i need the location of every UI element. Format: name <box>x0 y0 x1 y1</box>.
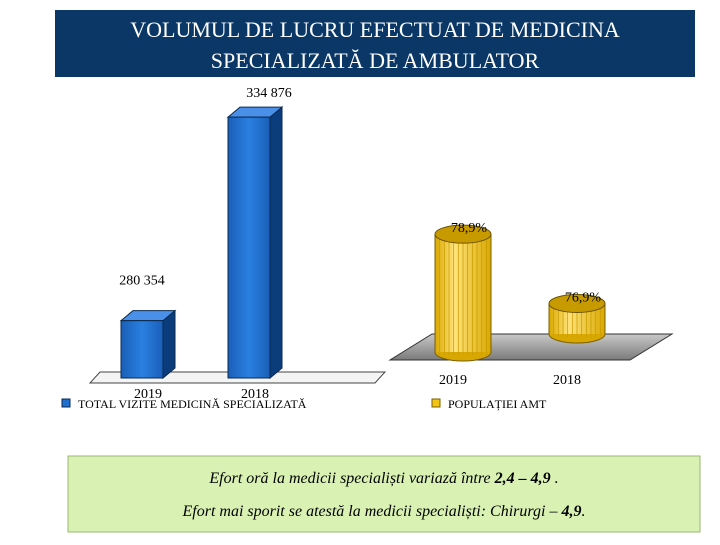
x-tick-label: 2019 <box>439 373 467 388</box>
footer-text: . <box>551 470 559 487</box>
value-label: 78,9% <box>451 221 488 236</box>
bar <box>120 320 164 379</box>
legend-text: TOTAL VIZITE MEDICINĂ SPECIALIZATĂ <box>78 397 307 411</box>
footer-text: 2,4 – 4,9 <box>494 470 551 487</box>
cylinder-top <box>548 293 606 313</box>
legend-swatch <box>61 398 71 408</box>
title-line: VOLUMUL DE LUCRU EFECTUAT DE MEDICINA <box>130 17 620 42</box>
footer-line: Efort oră la medicii specialiști variază… <box>208 470 558 487</box>
x-tick-label: 2019 <box>134 387 162 402</box>
bar-side <box>269 106 283 380</box>
value-label: 280 354 <box>119 274 165 289</box>
title-line: SPECIALIZATĂ DE AMBULATOR <box>211 48 540 73</box>
bar <box>227 116 271 379</box>
footer-box <box>67 455 701 533</box>
footer-text: . <box>581 503 585 520</box>
footer-line: Efort mai sporit se atestă la medicii sp… <box>182 503 586 520</box>
cylinder-top <box>434 224 492 244</box>
legend-swatch <box>431 398 441 408</box>
header-bg <box>55 10 695 77</box>
value-label: 334 876 <box>246 86 292 101</box>
legend-label: POPULAȚIEI AMT <box>448 397 547 411</box>
footer-text: 4,9 <box>560 503 581 520</box>
footer-text: Efort mai sporit se atestă la medicii sp… <box>182 503 562 520</box>
legend-label: TOTAL VIZITE MEDICINĂ SPECIALIZATĂ <box>78 397 307 411</box>
x-tick-label: 2018 <box>241 387 269 402</box>
floor <box>388 333 674 361</box>
value-label: 76,9% <box>565 290 602 305</box>
x-tick-label: 2018 <box>553 373 581 388</box>
footer-text: Efort oră la medicii specialiști variază… <box>208 470 494 487</box>
bar-side <box>162 309 176 380</box>
